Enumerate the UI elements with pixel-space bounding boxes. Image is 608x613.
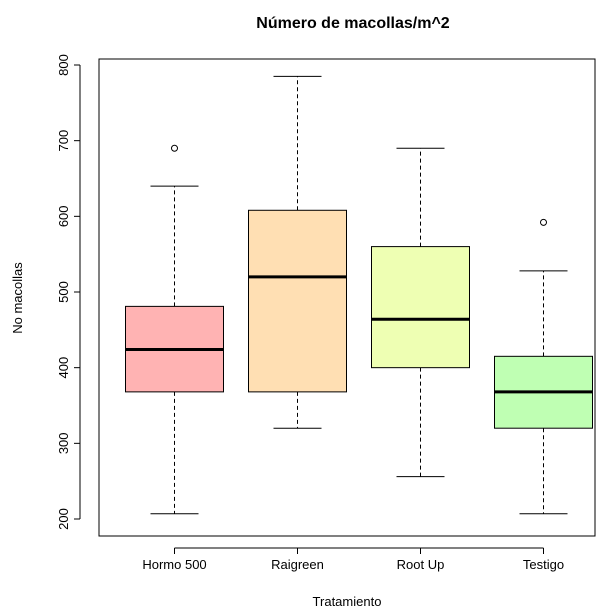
box-iqr (371, 246, 470, 369)
y-tick-label: 600 (56, 205, 71, 227)
x-tick-label: Testigo (523, 557, 564, 572)
boxes-group (125, 75, 593, 515)
outlier-point (171, 144, 178, 152)
plot-frame (98, 58, 596, 537)
x-axis: Hormo 500 Raigreen Root Up Testigo (142, 547, 564, 572)
y-tick-label: 200 (56, 508, 71, 530)
y-tick-label: 300 (56, 432, 71, 454)
box-iqr (248, 209, 347, 393)
box-1 (125, 144, 224, 515)
y-tick-label: 400 (56, 357, 71, 379)
y-tick-label: 700 (56, 130, 71, 152)
y-axis-label: No macollas (10, 262, 25, 334)
box-4 (494, 218, 593, 515)
y-tick-label: 800 (56, 54, 71, 76)
x-tick-label: Hormo 500 (142, 557, 206, 572)
y-tick-label: 500 (56, 281, 71, 303)
y-axis: 200 300 400 500 600 700 800 (56, 54, 81, 530)
box-3 (371, 147, 470, 478)
x-tick-label: Raigreen (271, 557, 324, 572)
box-2 (248, 75, 347, 429)
chart-title: Número de macollas/m^2 (256, 15, 450, 32)
x-tick-label: Root Up (397, 557, 445, 572)
x-axis-label: Tratamiento (313, 594, 382, 609)
outlier-point (540, 218, 547, 226)
